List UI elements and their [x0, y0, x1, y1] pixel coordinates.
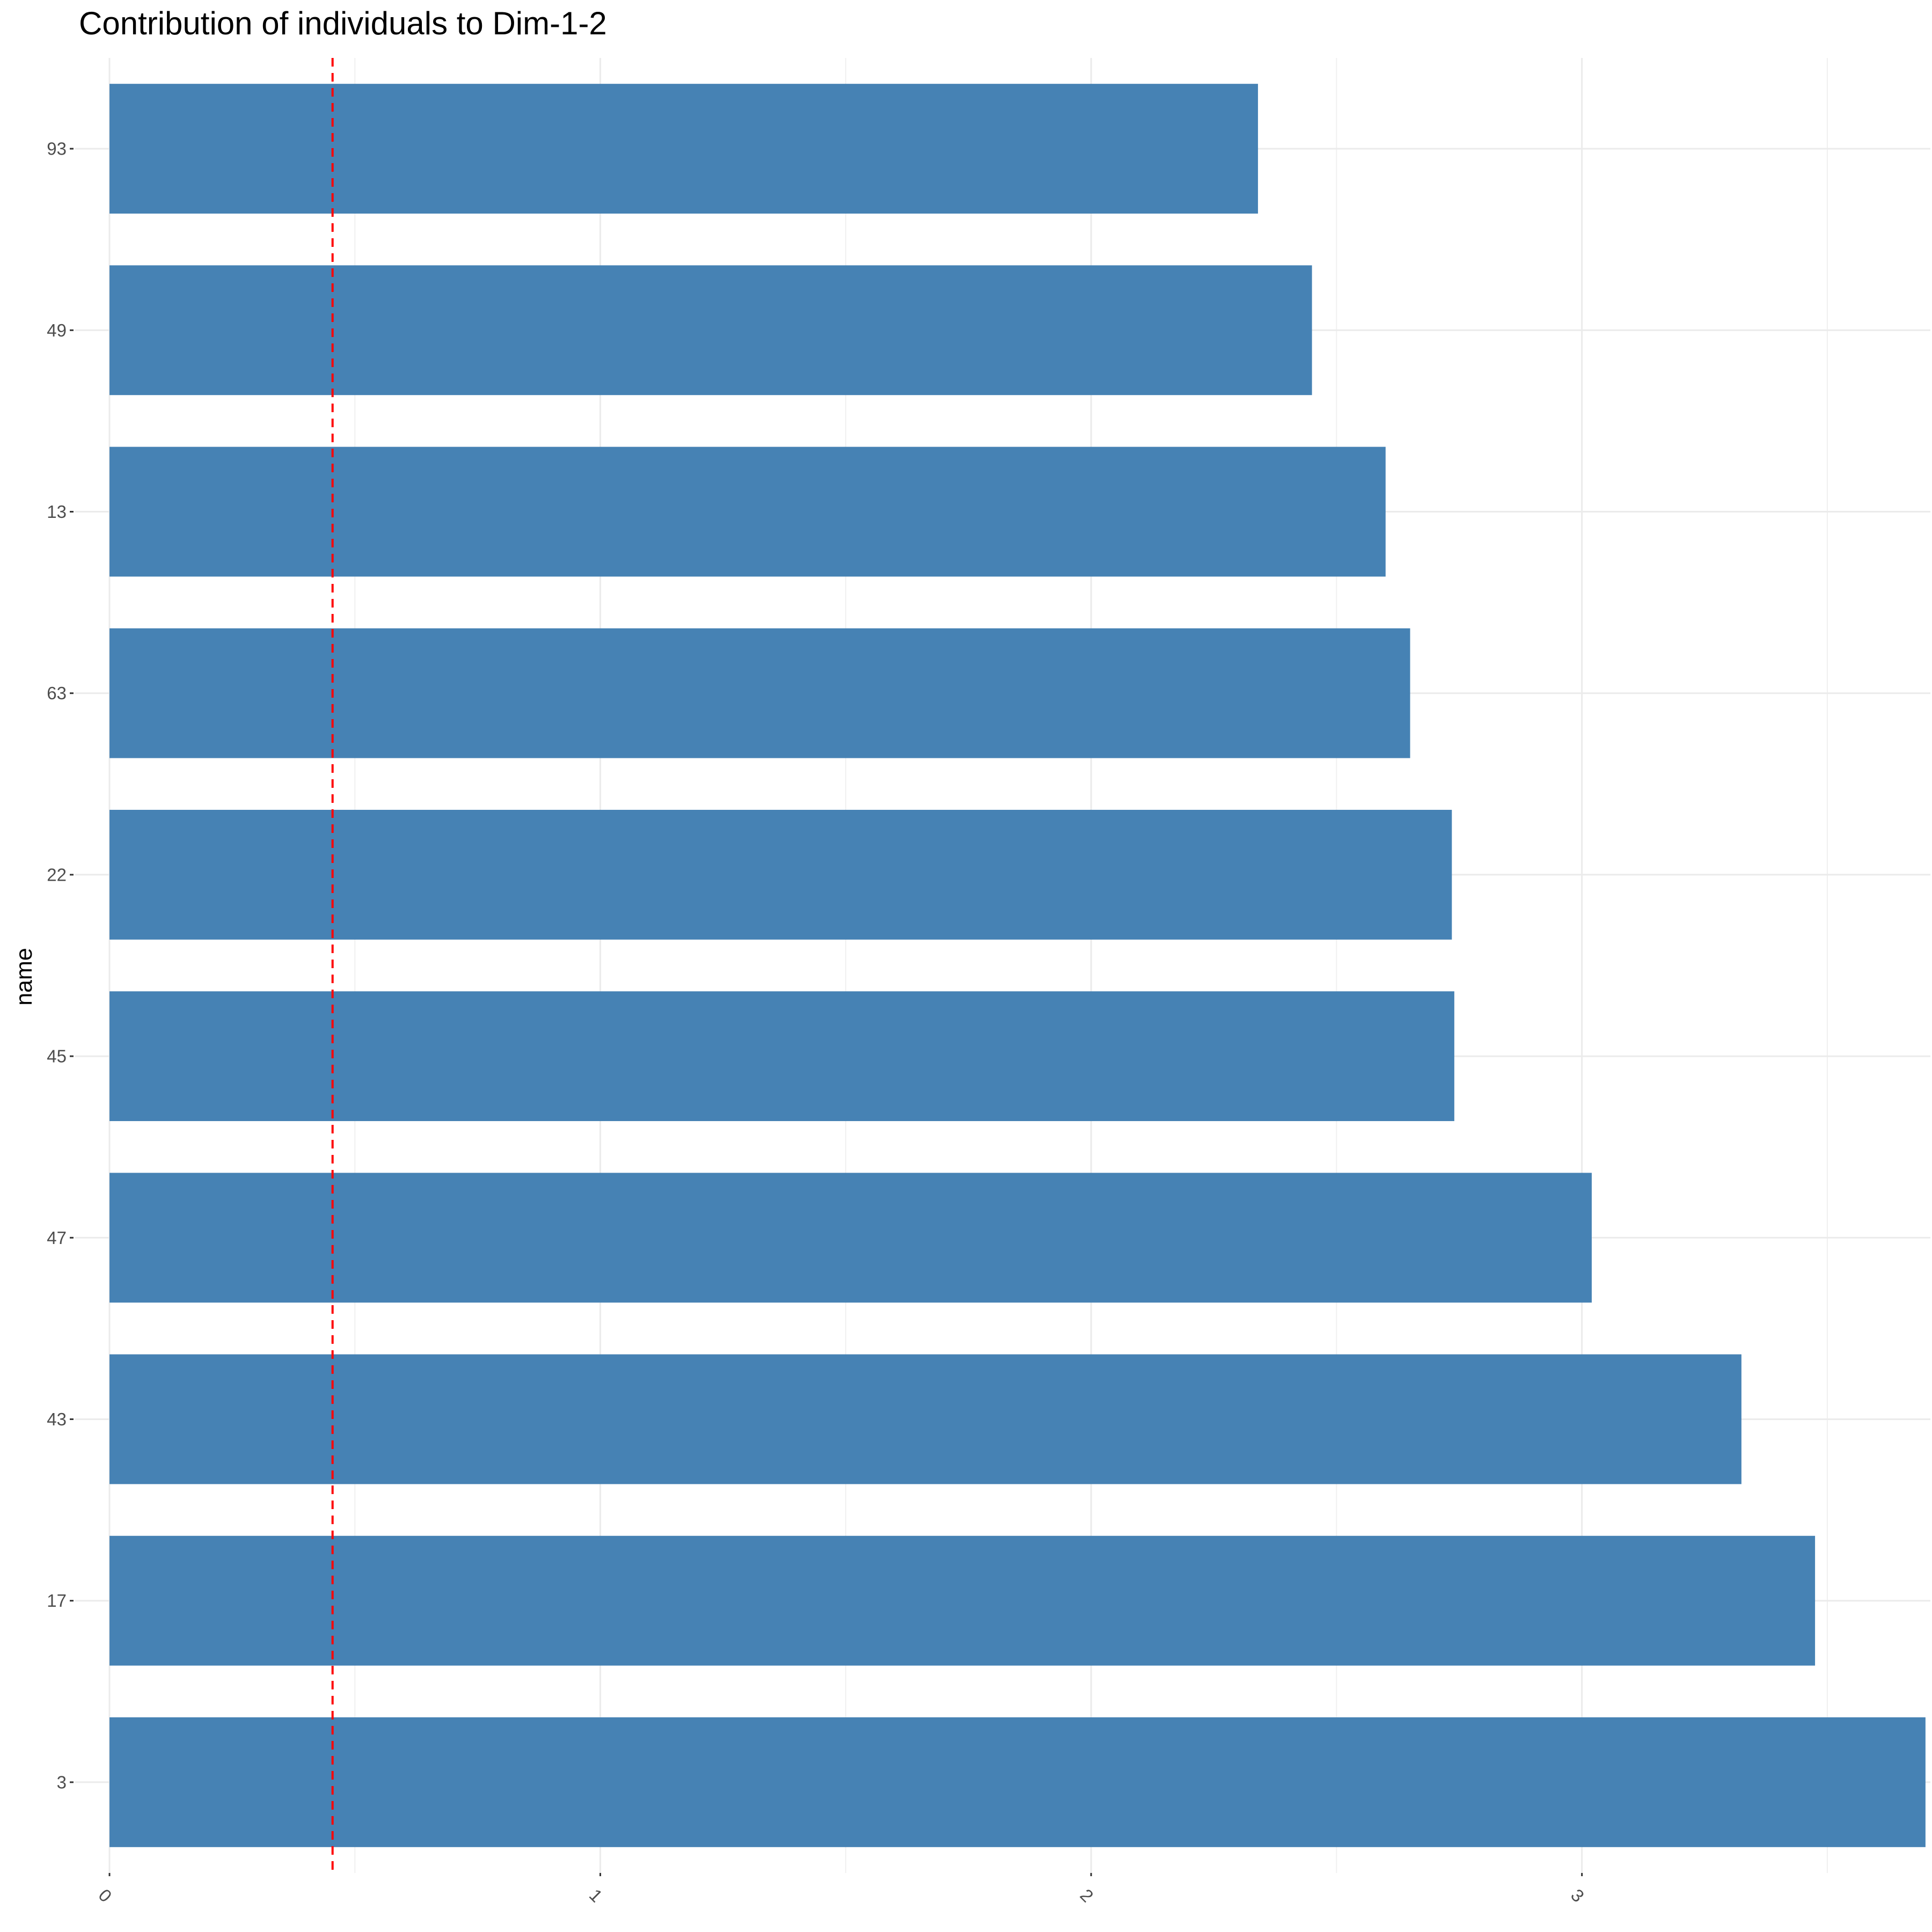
bar-13 [109, 447, 1386, 577]
y-tick-label-63: 63 [47, 683, 67, 703]
y-tick-label-22: 22 [47, 865, 67, 884]
y-tick-label-49: 49 [47, 320, 67, 340]
y-tick-label-47: 47 [47, 1228, 67, 1248]
bar-17 [109, 1535, 1816, 1666]
bars-layer [109, 84, 1926, 1847]
y-tick-label-3: 3 [57, 1772, 67, 1792]
y-tick-label-13: 13 [47, 502, 67, 522]
y-axis: 93 49 13 63 22 45 47 43 17 3 [47, 139, 74, 1792]
x-tick-label-0: 0 [94, 1885, 115, 1906]
x-axis: 0 1 2 3 [94, 1873, 1588, 1906]
bar-49 [109, 265, 1312, 396]
bar-47 [109, 1173, 1592, 1303]
y-tick-label-43: 43 [47, 1409, 67, 1429]
y-tick-label-45: 45 [47, 1046, 67, 1066]
bar-3 [109, 1717, 1926, 1847]
y-tick-label-17: 17 [47, 1591, 67, 1611]
x-tick-label-2: 2 [1077, 1885, 1097, 1906]
bar-45 [109, 991, 1454, 1122]
x-tick-label-3: 3 [1567, 1885, 1588, 1906]
bar-93 [109, 84, 1258, 214]
x-tick-label-1: 1 [586, 1885, 606, 1906]
bar-22 [109, 809, 1452, 940]
bar-43 [109, 1354, 1741, 1484]
y-tick-label-93: 93 [47, 139, 67, 159]
chart-title: Contribution of individuals to Dim-1-2 [79, 5, 607, 41]
bar-63 [109, 628, 1410, 758]
y-axis-title: name [11, 948, 37, 1006]
